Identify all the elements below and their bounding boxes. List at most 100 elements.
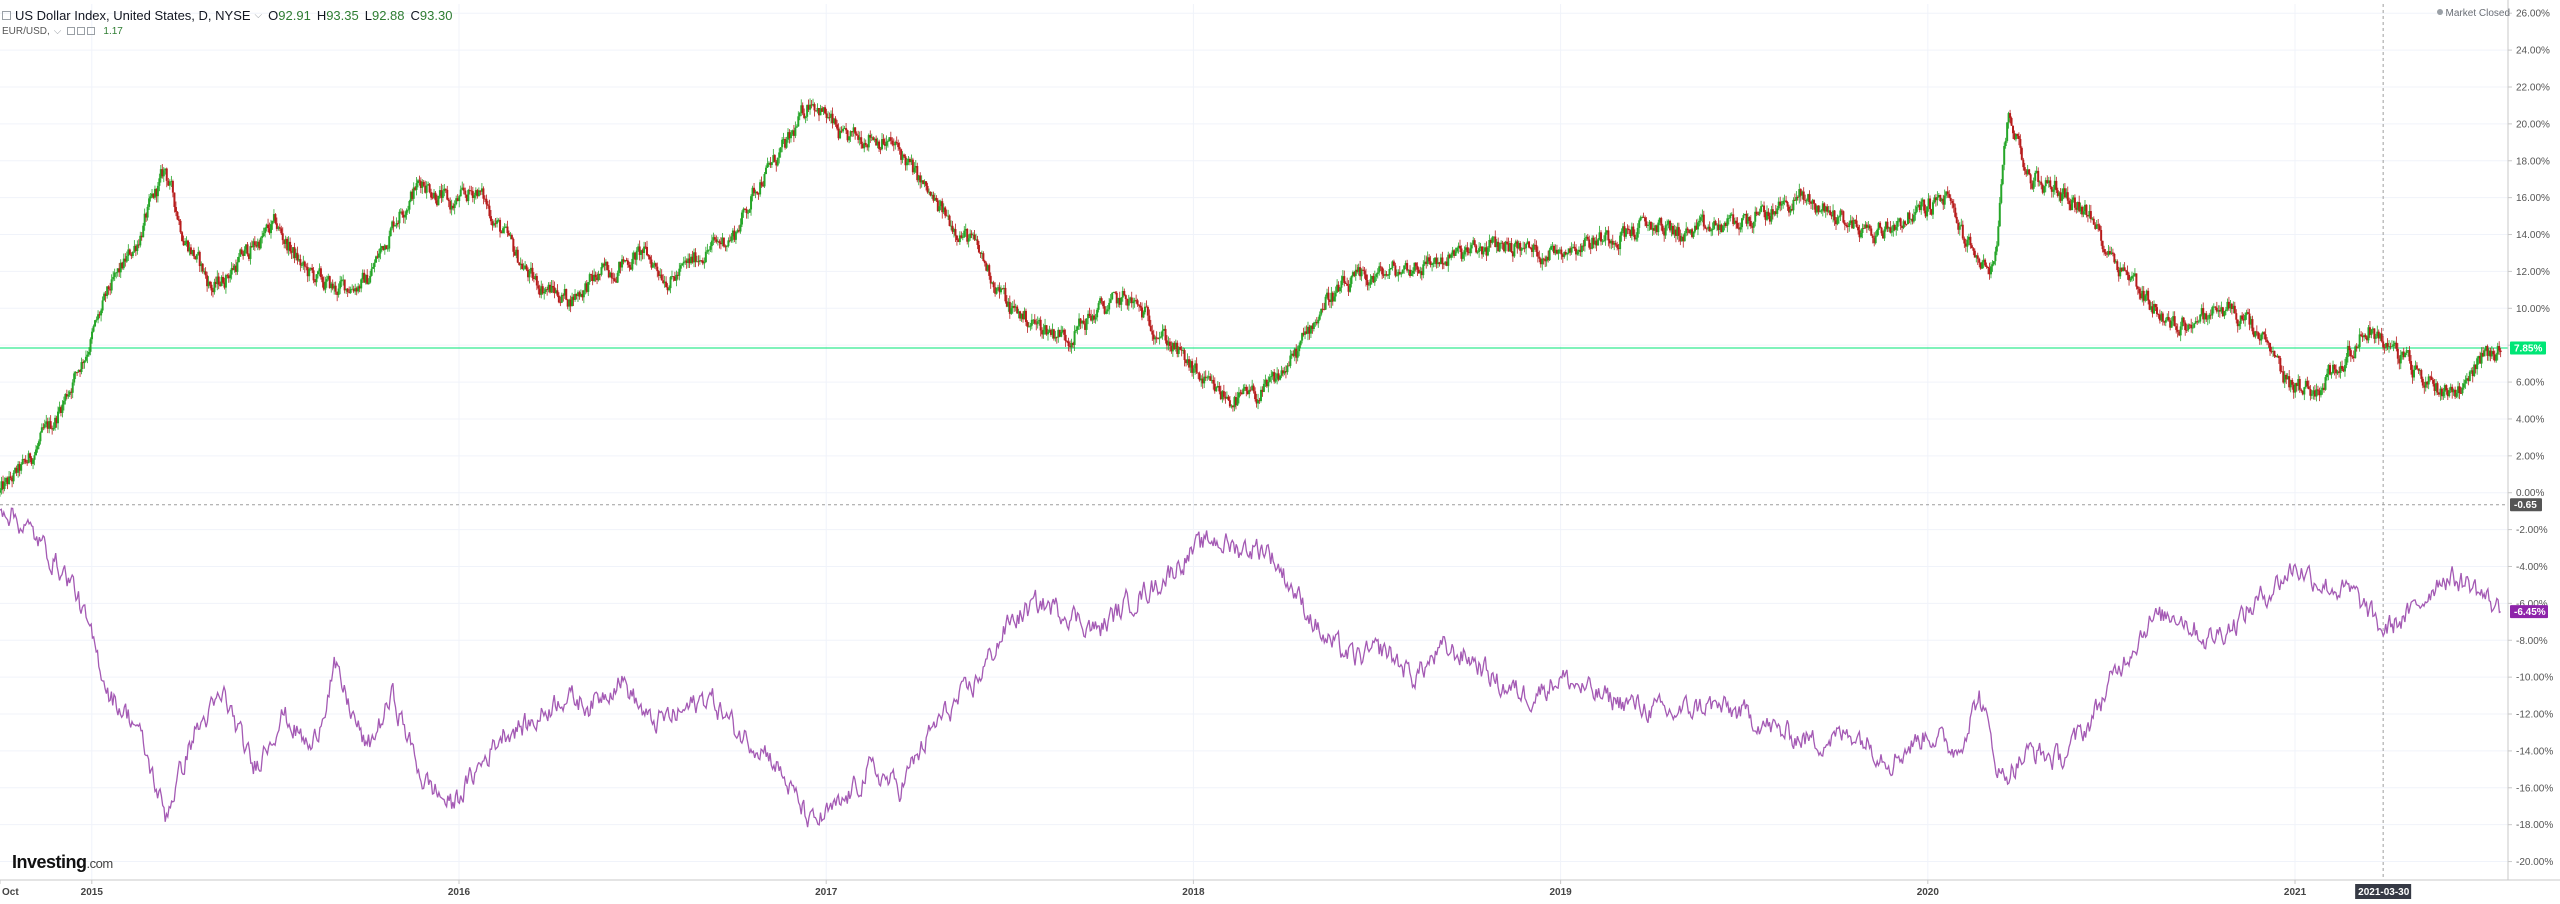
candle-body	[1255, 399, 1258, 404]
candle-body	[184, 243, 187, 246]
candle-body	[1883, 229, 1886, 239]
candle-body	[1551, 245, 1554, 247]
candle-body	[1400, 273, 1403, 275]
candle-body	[926, 185, 929, 193]
candle-body	[1624, 228, 1627, 237]
compare-value: 1.17	[103, 25, 123, 37]
candle-body	[2098, 225, 2101, 230]
candle-body	[1729, 214, 1732, 219]
remove-icon[interactable]	[87, 27, 96, 35]
candle-body	[2292, 384, 2295, 393]
candle-body	[1930, 209, 1933, 215]
candle-body	[593, 274, 596, 282]
candle-body	[1088, 313, 1091, 316]
candle-body	[2415, 365, 2418, 369]
candle-body	[1267, 381, 1270, 387]
open-value: 92.91	[278, 7, 311, 23]
candle-body	[1538, 256, 1541, 259]
candle-body	[778, 152, 781, 158]
candle-body	[638, 246, 641, 255]
candle-body	[170, 181, 173, 182]
candle-body	[440, 190, 443, 198]
candle-body	[521, 263, 524, 269]
candle-body	[2040, 181, 2043, 185]
candle-body	[2489, 350, 2492, 357]
time-axis[interactable]: Oct 2015 2016 2017 2018 2019 2020 2021	[0, 880, 2307, 898]
price-axis[interactable]: 26.00%24.00%22.00%20.00%18.00%16.00%14.0…	[2508, 9, 2553, 868]
candle-body	[399, 211, 402, 213]
candle-body	[961, 237, 964, 238]
candle-body	[1570, 247, 1573, 253]
candle-body	[1327, 292, 1330, 301]
candle-body	[1308, 326, 1311, 334]
candle-body	[1087, 313, 1090, 319]
candle-body	[1324, 296, 1327, 310]
candle-body	[757, 193, 760, 195]
candle-body	[2358, 334, 2361, 348]
candle-body	[2085, 204, 2088, 216]
candle-body	[1545, 256, 1548, 262]
candle-body	[998, 287, 1001, 293]
candle-body	[430, 192, 433, 198]
candle-body	[833, 118, 836, 124]
candle-body	[800, 105, 803, 113]
candle-body	[588, 274, 591, 282]
candle-body	[1862, 228, 1865, 229]
candle-body	[2349, 350, 2352, 357]
candle-body	[2329, 365, 2332, 375]
investing-logo[interactable]: Investing.com	[12, 852, 113, 873]
candle-body	[366, 274, 369, 285]
candle-body	[794, 127, 797, 136]
candle-body	[2382, 341, 2385, 348]
candle-body	[261, 235, 264, 239]
settings-icon[interactable]	[77, 27, 86, 35]
candle-body	[2022, 159, 2025, 168]
candle-body	[2049, 180, 2052, 188]
collapse-icon[interactable]	[2, 10, 11, 20]
candle-body	[2341, 365, 2344, 369]
candle-body	[1360, 269, 1363, 277]
candle-body	[1746, 217, 1749, 224]
candle-body	[1191, 361, 1194, 373]
candle-body	[1763, 205, 1766, 213]
y-tick-label: 18.00%	[2516, 156, 2550, 167]
candle-body	[1633, 234, 1636, 240]
candle-body	[1198, 373, 1201, 381]
candle-body	[2000, 184, 2003, 203]
candle-body	[650, 259, 653, 268]
candle-body	[2319, 390, 2322, 396]
candle-body	[1651, 228, 1654, 230]
candle-body	[1354, 269, 1357, 276]
candle-body	[579, 293, 582, 297]
candle-body	[1669, 220, 1672, 231]
candle-body	[647, 255, 650, 257]
candle-body	[1276, 373, 1279, 379]
candle-body	[1886, 221, 1889, 229]
hide-icon[interactable]	[67, 27, 76, 35]
candle-body	[1180, 349, 1183, 351]
candle-body	[1674, 229, 1677, 236]
candle-body	[2190, 324, 2193, 329]
candle-body	[1718, 224, 1721, 230]
candle-body	[1479, 246, 1482, 249]
candle-body	[1321, 308, 1324, 310]
candle-body	[1967, 236, 1970, 240]
candle-body	[2249, 319, 2252, 325]
candle-body	[431, 197, 434, 199]
candle-body	[845, 128, 848, 131]
candle-body	[331, 283, 334, 289]
candle-body	[1960, 224, 1963, 227]
chevron-down-icon[interactable]: ⌵	[254, 9, 263, 21]
candle-body	[775, 161, 778, 166]
candle-body	[904, 156, 907, 166]
y-tick-label: 16.00%	[2516, 193, 2550, 204]
candle-body	[134, 245, 137, 252]
candle-body	[2248, 313, 2251, 325]
candle-body	[1644, 217, 1647, 222]
compare-chevron-down-icon[interactable]: ⌵	[53, 25, 62, 37]
candle-body	[8, 476, 11, 485]
candle-body	[532, 277, 535, 280]
candle-body	[670, 276, 673, 278]
candle-body	[1952, 203, 1955, 208]
